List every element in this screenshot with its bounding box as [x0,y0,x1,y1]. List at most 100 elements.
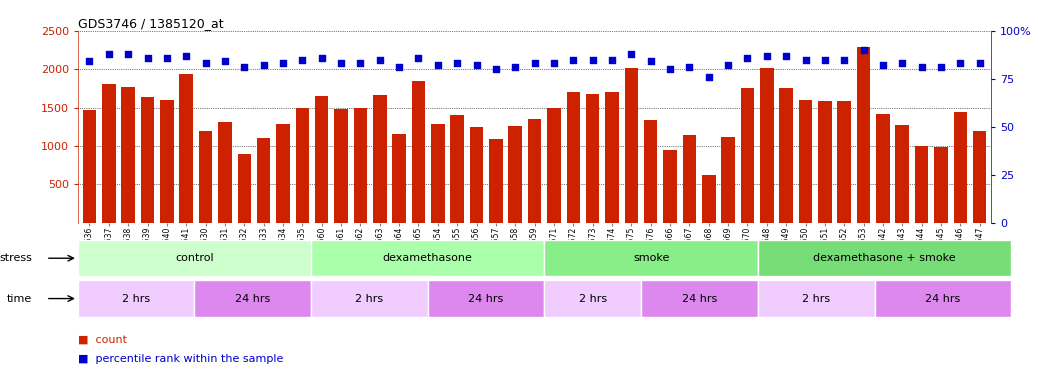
Point [139,55,156,61]
Text: 2 hrs: 2 hrs [802,293,830,304]
Text: 24 hrs: 24 hrs [682,293,717,304]
Bar [798,100,813,223]
Point [817,56,834,63]
Bar [311,280,428,317]
Bar [818,101,831,223]
Text: GDS3746 / 1385120_at: GDS3746 / 1385120_at [78,17,223,30]
Point [855,47,872,53]
Point [643,58,659,65]
Point [952,60,968,66]
Bar [567,92,580,223]
Bar [876,114,890,223]
Bar [914,146,928,223]
Bar [934,147,948,223]
Bar [760,68,773,223]
Point [681,64,698,70]
Bar [238,154,251,223]
Point [913,64,930,70]
Text: dexamethasone + smoke: dexamethasone + smoke [813,253,956,263]
Point [565,56,581,63]
Point [701,74,717,80]
Point [236,64,252,70]
Bar [180,74,193,223]
Point [352,60,368,66]
Bar [334,109,348,223]
Bar [470,127,484,223]
Bar [315,96,328,223]
Point [177,53,194,59]
Bar [663,150,677,223]
Text: smoke: smoke [633,253,670,263]
Point [119,51,136,57]
Point [584,56,601,63]
Bar [683,135,696,223]
Point [662,66,679,72]
Text: ■  count: ■ count [78,335,127,345]
Bar [102,84,115,223]
Point [894,60,910,66]
Point [777,53,794,59]
Bar [121,87,135,223]
Bar [741,88,755,223]
Point [972,60,988,66]
Point [739,55,756,61]
Bar [311,240,544,276]
Point [275,60,292,66]
Point [101,51,117,57]
Text: 24 hrs: 24 hrs [925,293,960,304]
Text: 24 hrs: 24 hrs [468,293,503,304]
Point [81,58,98,65]
Bar [547,108,561,223]
Point [507,64,523,70]
Bar [412,81,426,223]
Bar [78,280,194,317]
Point [159,55,175,61]
Point [217,58,234,65]
Bar [256,138,271,223]
Text: time: time [7,293,32,304]
Bar [199,131,213,223]
Point [604,56,621,63]
Bar [296,108,309,223]
Text: ■  percentile rank within the sample: ■ percentile rank within the sample [78,354,283,364]
Text: dexamethasone: dexamethasone [383,253,472,263]
Point [197,60,214,66]
Bar [544,240,758,276]
Bar [544,280,641,317]
Point [546,60,563,66]
Bar [354,108,367,223]
Bar [625,68,638,223]
Point [255,62,272,68]
Bar [78,240,311,276]
Bar [392,134,406,223]
Bar [758,280,875,317]
Bar [83,110,97,223]
Bar [896,125,909,223]
Bar [973,131,986,223]
Bar [721,137,735,223]
Bar [644,120,657,223]
Bar [141,97,155,223]
Bar [428,280,544,317]
Point [488,66,504,72]
Bar [954,112,967,223]
Point [313,55,330,61]
Bar [160,100,173,223]
Point [294,56,310,63]
Text: 2 hrs: 2 hrs [355,293,383,304]
Bar [856,47,870,223]
Bar [605,92,619,223]
Bar [758,240,1011,276]
Point [719,62,736,68]
Text: 2 hrs: 2 hrs [122,293,151,304]
Bar [702,175,715,223]
Bar [509,126,522,223]
Point [448,60,465,66]
Point [372,56,388,63]
Bar [194,280,311,317]
Bar [218,122,231,223]
Point [333,60,350,66]
Point [797,56,814,63]
Bar [450,115,464,223]
Bar [373,95,386,223]
